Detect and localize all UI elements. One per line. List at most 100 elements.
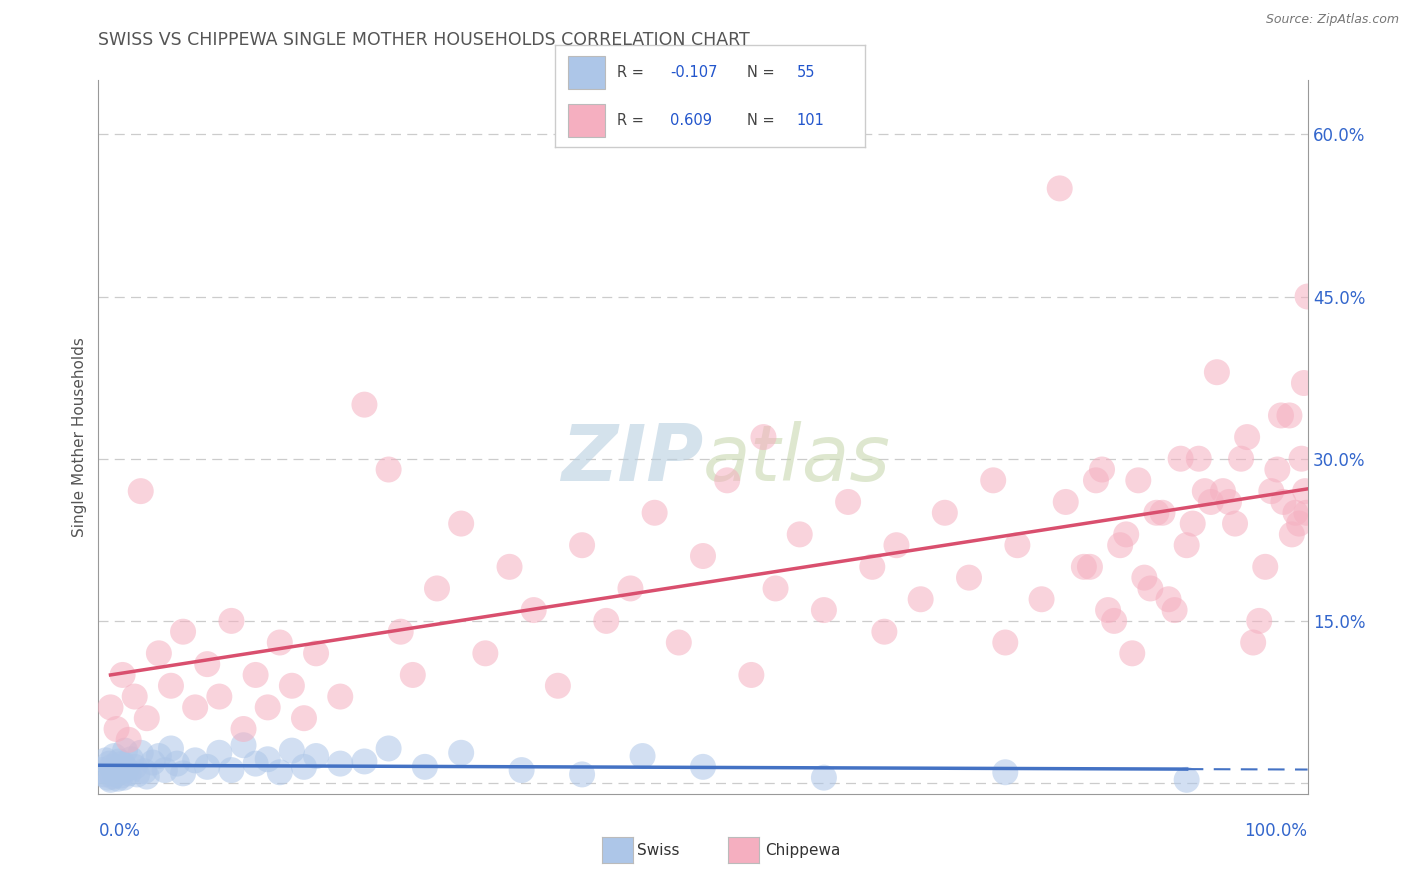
Point xyxy=(1115,527,1137,541)
Text: atlas: atlas xyxy=(703,421,891,497)
Text: Source: ZipAtlas.com: Source: ZipAtlas.com xyxy=(1265,13,1399,27)
Point xyxy=(1163,603,1185,617)
Point xyxy=(957,571,980,585)
Point xyxy=(910,592,932,607)
Point xyxy=(450,516,472,531)
Point xyxy=(353,755,375,769)
Point xyxy=(1218,495,1240,509)
Point xyxy=(498,559,520,574)
Point xyxy=(256,752,278,766)
Point xyxy=(172,624,194,639)
Point xyxy=(305,749,328,764)
FancyBboxPatch shape xyxy=(568,56,605,88)
Text: Swiss: Swiss xyxy=(637,843,679,857)
Point xyxy=(644,506,666,520)
Point xyxy=(94,753,117,767)
Point xyxy=(292,760,315,774)
Point xyxy=(1284,506,1306,520)
Point xyxy=(389,624,412,639)
Text: R =: R = xyxy=(617,65,648,79)
Point xyxy=(886,538,908,552)
Point xyxy=(1241,635,1264,649)
Point xyxy=(104,767,127,781)
Point xyxy=(765,582,787,596)
Point xyxy=(668,635,690,649)
Point xyxy=(1102,614,1125,628)
Point xyxy=(1212,484,1234,499)
Point xyxy=(100,700,122,714)
Point xyxy=(474,646,496,660)
Point xyxy=(305,646,328,660)
Text: 101: 101 xyxy=(797,113,824,128)
Point xyxy=(142,756,165,770)
Point xyxy=(1294,484,1316,499)
Point xyxy=(1295,506,1317,520)
Point xyxy=(101,770,124,784)
Point xyxy=(97,771,120,785)
Point xyxy=(740,668,762,682)
Point xyxy=(153,763,176,777)
Point xyxy=(329,756,352,771)
Point xyxy=(245,668,267,682)
Point xyxy=(127,767,149,781)
Text: 0.609: 0.609 xyxy=(669,113,711,128)
Point xyxy=(329,690,352,704)
Point xyxy=(93,767,115,781)
Point xyxy=(208,746,231,760)
Text: 55: 55 xyxy=(797,65,815,79)
Point xyxy=(195,657,218,672)
Point xyxy=(129,484,152,499)
Point xyxy=(631,749,654,764)
Point xyxy=(1049,181,1071,195)
Point xyxy=(426,582,449,596)
Point xyxy=(1230,451,1253,466)
Point xyxy=(1181,516,1204,531)
Point xyxy=(1272,495,1295,509)
Point xyxy=(232,722,254,736)
Point xyxy=(377,741,399,756)
Point xyxy=(510,763,533,777)
Text: 100.0%: 100.0% xyxy=(1244,822,1308,840)
Text: N =: N = xyxy=(747,65,779,79)
Point xyxy=(873,624,896,639)
Point xyxy=(1288,516,1310,531)
Point xyxy=(692,760,714,774)
Point xyxy=(1007,538,1029,552)
Point xyxy=(115,762,138,776)
Point xyxy=(124,760,146,774)
Text: Chippewa: Chippewa xyxy=(765,843,841,857)
Point xyxy=(1281,527,1303,541)
Point xyxy=(1128,473,1150,487)
Point xyxy=(692,549,714,563)
Point xyxy=(1152,506,1174,520)
Point xyxy=(1133,571,1156,585)
Point xyxy=(105,763,128,777)
Point xyxy=(221,763,243,777)
Point xyxy=(1121,646,1143,660)
Point xyxy=(994,635,1017,649)
Point xyxy=(160,741,183,756)
Point xyxy=(160,679,183,693)
Point xyxy=(813,771,835,785)
Point xyxy=(595,614,617,628)
Point xyxy=(1073,559,1095,574)
Point xyxy=(1109,538,1132,552)
Point xyxy=(110,768,132,782)
Point xyxy=(934,506,956,520)
Point xyxy=(129,746,152,760)
Text: R =: R = xyxy=(617,113,648,128)
Point xyxy=(1097,603,1119,617)
Point xyxy=(1085,473,1108,487)
Point xyxy=(1144,506,1167,520)
Point xyxy=(789,527,811,541)
Point xyxy=(1078,559,1101,574)
Point xyxy=(134,764,156,779)
Text: 0.0%: 0.0% xyxy=(98,822,141,840)
Point xyxy=(716,473,738,487)
Point xyxy=(1236,430,1258,444)
Point xyxy=(111,668,134,682)
Point xyxy=(571,767,593,781)
Point xyxy=(107,772,129,786)
Point xyxy=(111,756,134,771)
Point xyxy=(114,744,136,758)
